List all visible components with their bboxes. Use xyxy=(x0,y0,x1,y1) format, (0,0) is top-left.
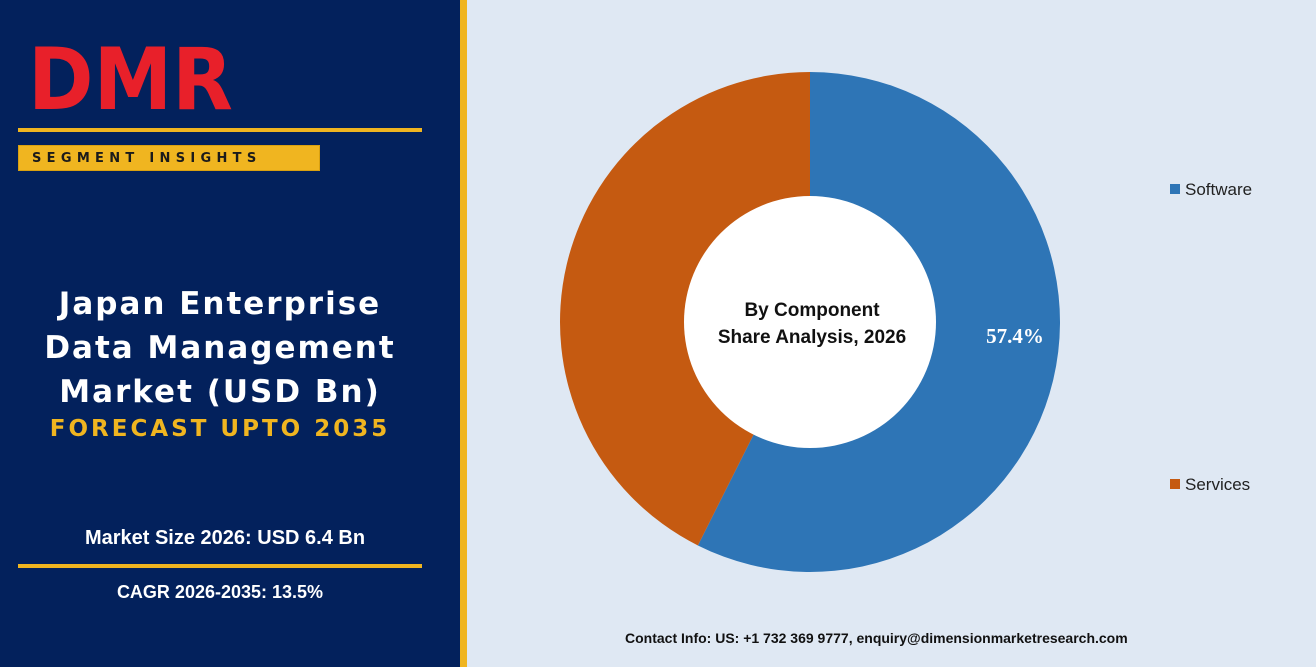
title-line-3: Market (USD Bn) xyxy=(59,374,381,410)
donut-hole xyxy=(684,196,936,448)
cagr: CAGR 2026-2035: 13.5% xyxy=(116,582,324,602)
segment-insights-badge: SEGMENT INSIGHTS xyxy=(18,145,320,171)
top-gold-rule xyxy=(18,128,422,132)
market-size: Market Size 2026: USD 6.4 Bn xyxy=(84,527,366,549)
contact-info: Contact Info: US: +1 732 369 9777, enqui… xyxy=(625,630,1128,646)
bottom-gold-rule xyxy=(18,564,422,568)
title-line-1: Japan Enterprise xyxy=(58,286,382,322)
chart-title: By Component xyxy=(744,300,880,321)
title-line-2: Data Management xyxy=(44,330,396,366)
left-panel: DMR SEGMENT INSIGHTS Japan Enterprise Da… xyxy=(0,0,460,667)
legend-swatch-services xyxy=(1170,479,1180,489)
legend-label-services: Services xyxy=(1185,475,1250,494)
chart-subtitle: Share Analysis, 2026 xyxy=(718,327,906,348)
report-title: Japan Enterprise Data Management Market … xyxy=(0,282,440,414)
logo-text: DMR xyxy=(28,36,233,116)
gold-divider xyxy=(460,0,467,667)
legend-swatch-software xyxy=(1170,184,1180,194)
forecast-label: FORECAST UPTO 2035 xyxy=(49,416,391,442)
data-label-software: 57.4% xyxy=(986,324,1044,348)
dmr-logo: DMR xyxy=(28,36,233,116)
legend-label-software: Software xyxy=(1185,180,1252,199)
segment-insights-label: SEGMENT INSIGHTS xyxy=(32,150,262,166)
